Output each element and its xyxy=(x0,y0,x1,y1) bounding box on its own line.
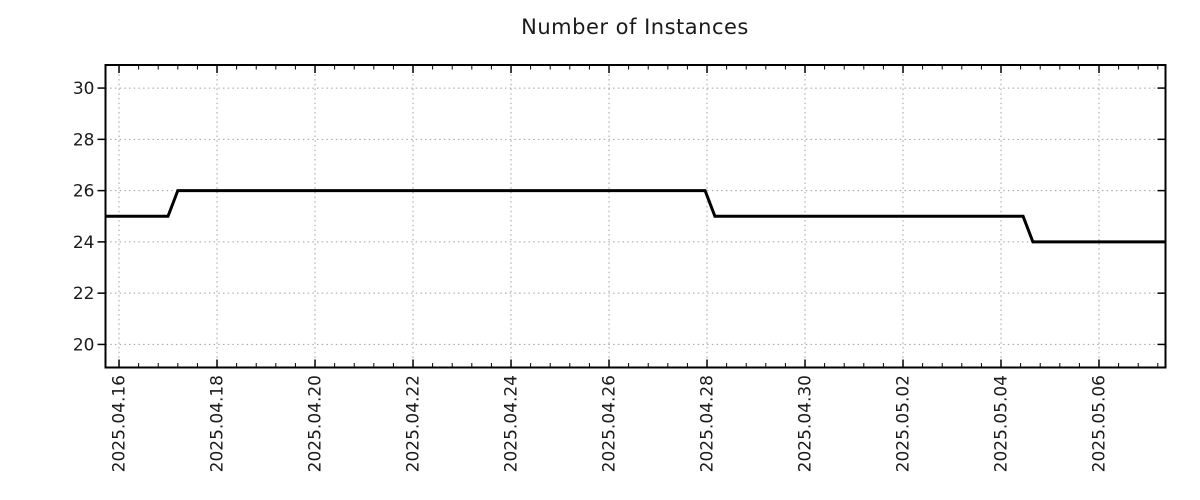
chart-title: Number of Instances xyxy=(521,15,749,39)
x-tick-label: 2025.04.20 xyxy=(306,375,326,472)
x-tick-label: 2025.05.06 xyxy=(1090,375,1110,472)
y-tick-label: 26 xyxy=(73,182,95,202)
y-tick-label: 28 xyxy=(73,130,95,150)
instances-series-line xyxy=(105,189,1166,244)
x-tick-label: 2025.04.26 xyxy=(600,375,620,472)
y-tick-label: 22 xyxy=(73,284,95,304)
x-tick-label: 2025.04.22 xyxy=(404,375,424,472)
x-tick-label: 2025.04.30 xyxy=(796,375,816,472)
x-tick-label: 2025.05.02 xyxy=(894,375,914,472)
x-tick-label: 2025.04.28 xyxy=(698,375,718,472)
y-tick-label: 24 xyxy=(73,233,95,253)
x-tick-label: 2025.04.16 xyxy=(110,375,130,472)
x-tick-label: 2025.05.04 xyxy=(992,375,1012,472)
y-tick-label: 20 xyxy=(73,335,95,355)
x-tick-label: 2025.04.24 xyxy=(502,375,522,472)
y-tick-label: 30 xyxy=(73,79,95,99)
x-tick-label: 2025.04.18 xyxy=(208,375,228,472)
